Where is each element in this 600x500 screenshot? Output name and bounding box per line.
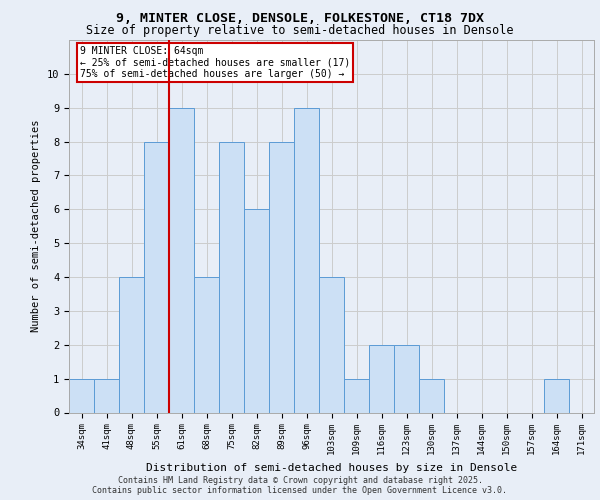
Bar bbox=[144, 142, 169, 412]
Bar bbox=[69, 378, 94, 412]
Bar bbox=[194, 277, 219, 412]
Bar bbox=[244, 210, 269, 412]
Bar bbox=[394, 345, 419, 412]
Bar bbox=[169, 108, 194, 412]
Bar bbox=[294, 108, 319, 412]
Bar bbox=[344, 378, 369, 412]
Bar bbox=[419, 378, 444, 412]
Text: 9, MINTER CLOSE, DENSOLE, FOLKESTONE, CT18 7DX: 9, MINTER CLOSE, DENSOLE, FOLKESTONE, CT… bbox=[116, 12, 484, 26]
Bar bbox=[369, 345, 394, 412]
Text: Size of property relative to semi-detached houses in Densole: Size of property relative to semi-detach… bbox=[86, 24, 514, 37]
Bar bbox=[319, 277, 344, 412]
Bar bbox=[119, 277, 144, 412]
X-axis label: Distribution of semi-detached houses by size in Densole: Distribution of semi-detached houses by … bbox=[146, 463, 517, 473]
Text: 9 MINTER CLOSE: 64sqm
← 25% of semi-detached houses are smaller (17)
75% of semi: 9 MINTER CLOSE: 64sqm ← 25% of semi-deta… bbox=[79, 46, 350, 79]
Bar bbox=[219, 142, 244, 412]
Text: Contains HM Land Registry data © Crown copyright and database right 2025.
Contai: Contains HM Land Registry data © Crown c… bbox=[92, 476, 508, 495]
Bar bbox=[544, 378, 569, 412]
Bar bbox=[94, 378, 119, 412]
Bar bbox=[269, 142, 294, 412]
Y-axis label: Number of semi-detached properties: Number of semi-detached properties bbox=[31, 120, 41, 332]
